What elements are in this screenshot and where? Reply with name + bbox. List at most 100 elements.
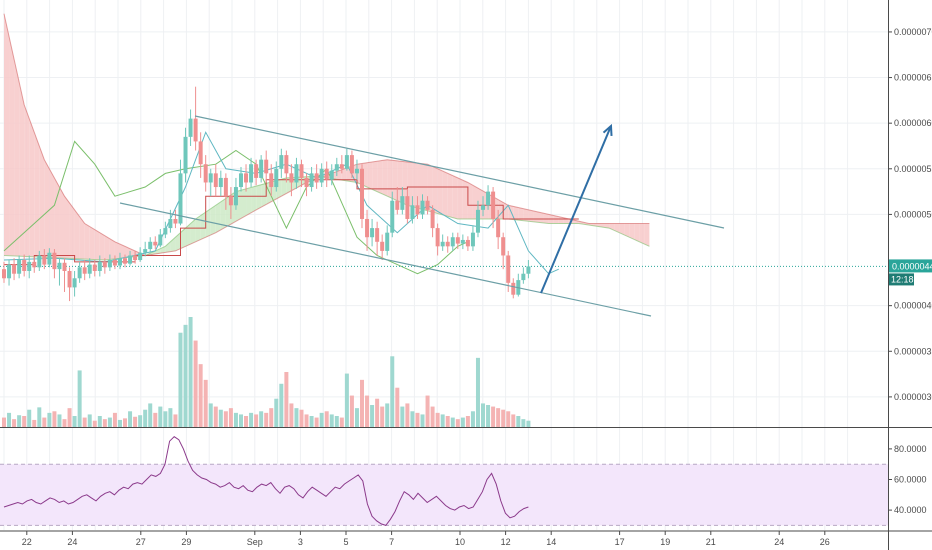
candle[interactable] <box>17 255 22 279</box>
candle[interactable] <box>405 188 410 224</box>
candle[interactable] <box>228 187 233 219</box>
candle[interactable] <box>460 234 465 250</box>
candle[interactable] <box>349 150 354 178</box>
candle[interactable] <box>193 86 198 151</box>
candle[interactable] <box>380 234 385 261</box>
candle[interactable] <box>249 157 254 188</box>
candle[interactable] <box>279 148 284 178</box>
candle[interactable] <box>153 236 158 250</box>
candle[interactable] <box>410 196 415 224</box>
candle[interactable] <box>501 232 506 270</box>
candle[interactable] <box>354 159 359 180</box>
candle[interactable] <box>133 250 138 264</box>
candle[interactable] <box>375 221 380 256</box>
candle[interactable] <box>97 255 102 277</box>
candle[interactable] <box>420 194 425 219</box>
candle[interactable] <box>148 237 153 253</box>
candle[interactable] <box>244 164 249 192</box>
candle[interactable] <box>435 223 440 256</box>
candle[interactable] <box>284 150 289 183</box>
candle[interactable] <box>178 159 183 226</box>
candle[interactable] <box>143 241 148 257</box>
candle[interactable] <box>183 127 188 183</box>
candle[interactable] <box>77 261 82 283</box>
candle[interactable] <box>440 234 445 251</box>
candle[interactable] <box>259 155 264 183</box>
candle[interactable] <box>52 249 57 279</box>
candle[interactable] <box>198 132 203 178</box>
candle[interactable] <box>319 163 324 188</box>
candle[interactable] <box>173 209 178 229</box>
candle[interactable] <box>128 250 133 266</box>
forecast-arrow-line[interactable] <box>540 125 612 294</box>
candle[interactable] <box>324 161 329 188</box>
channel-lower-line[interactable] <box>119 202 652 317</box>
candle[interactable] <box>12 258 17 281</box>
candle[interactable] <box>112 255 117 270</box>
candle[interactable] <box>67 267 72 302</box>
candle[interactable] <box>269 164 274 197</box>
candle[interactable] <box>299 159 304 188</box>
candle[interactable] <box>117 252 122 270</box>
candle[interactable] <box>27 255 32 279</box>
candle[interactable] <box>390 191 395 238</box>
candle[interactable] <box>238 166 243 192</box>
candle[interactable] <box>294 157 299 189</box>
candle[interactable] <box>455 232 460 250</box>
candle[interactable] <box>400 187 405 215</box>
candlesticks[interactable] <box>2 86 531 302</box>
candle[interactable] <box>511 278 516 299</box>
candle[interactable] <box>72 270 77 297</box>
candle[interactable] <box>365 209 370 251</box>
candle[interactable] <box>57 258 62 286</box>
candle[interactable] <box>42 249 47 270</box>
candle[interactable] <box>163 221 168 239</box>
candle[interactable] <box>223 173 228 210</box>
candle[interactable] <box>92 260 97 277</box>
candle[interactable] <box>188 109 193 146</box>
candle[interactable] <box>138 247 143 262</box>
candle[interactable] <box>430 205 435 238</box>
candle[interactable] <box>329 164 334 186</box>
candle[interactable] <box>289 164 294 197</box>
candle[interactable] <box>395 187 400 215</box>
candle[interactable] <box>7 260 12 286</box>
candle[interactable] <box>486 185 491 210</box>
candle[interactable] <box>158 229 163 248</box>
candle[interactable] <box>450 232 455 251</box>
candle[interactable] <box>254 159 259 186</box>
candle[interactable] <box>2 261 6 283</box>
candle[interactable] <box>233 177 238 210</box>
candle[interactable] <box>475 200 480 238</box>
candle[interactable] <box>339 155 344 174</box>
candle[interactable] <box>481 196 486 217</box>
candle[interactable] <box>344 148 349 171</box>
candle[interactable] <box>425 196 430 215</box>
candle[interactable] <box>385 225 390 256</box>
candle[interactable] <box>47 248 52 268</box>
candle[interactable] <box>82 260 87 281</box>
candle[interactable] <box>22 254 27 277</box>
candle[interactable] <box>102 258 107 274</box>
candle[interactable] <box>334 157 339 177</box>
candle[interactable] <box>491 187 496 229</box>
candle[interactable] <box>526 260 531 279</box>
candle[interactable] <box>360 164 365 229</box>
candle[interactable] <box>264 150 269 183</box>
forecast-arrow-head[interactable] <box>602 123 613 137</box>
candle[interactable] <box>123 254 128 268</box>
candle[interactable] <box>107 254 112 271</box>
candle[interactable] <box>213 164 218 197</box>
candle[interactable] <box>521 267 526 284</box>
candle[interactable] <box>37 250 42 271</box>
candle[interactable] <box>62 258 67 292</box>
candle[interactable] <box>218 170 223 197</box>
candle[interactable] <box>465 236 470 251</box>
drawings[interactable] <box>119 115 725 317</box>
candle[interactable] <box>274 161 279 192</box>
candle[interactable] <box>32 256 37 273</box>
candle[interactable] <box>470 225 475 251</box>
candle[interactable] <box>208 168 213 197</box>
candle[interactable] <box>496 209 501 250</box>
candle[interactable] <box>87 258 92 279</box>
